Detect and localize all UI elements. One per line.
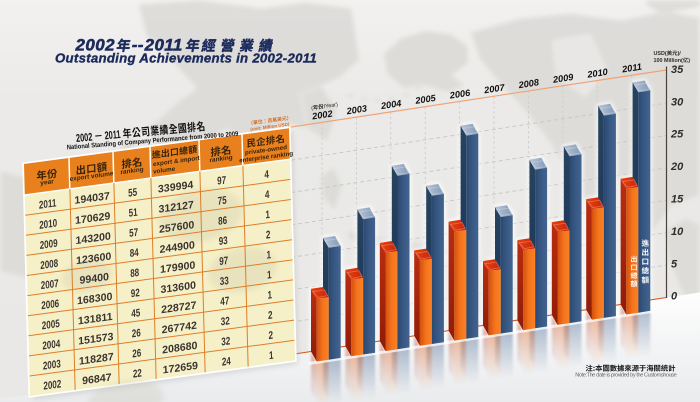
svg-text:2002: 2002: [43, 378, 61, 393]
svg-text:339994: 339994: [158, 179, 194, 196]
svg-text:2: 2: [268, 329, 273, 342]
svg-text:year: year: [40, 178, 54, 187]
svg-text:)/: )/: [678, 51, 682, 57]
svg-text:97: 97: [217, 174, 226, 188]
svg-text:26: 26: [132, 327, 142, 341]
svg-text:1: 1: [267, 269, 272, 282]
svg-text:24: 24: [222, 355, 232, 369]
svg-text:143200: 143200: [75, 230, 111, 247]
svg-text:194037: 194037: [74, 190, 110, 207]
svg-text:313600: 313600: [160, 279, 196, 296]
svg-text:2010: 2010: [39, 217, 57, 232]
svg-text:--: --: [132, 36, 144, 55]
svg-text:10: 10: [671, 226, 684, 238]
svg-text:5: 5: [671, 258, 678, 270]
svg-text:2011: 2011: [620, 62, 642, 75]
svg-text:257600: 257600: [159, 219, 195, 236]
svg-text:92: 92: [131, 287, 140, 301]
svg-text:168300: 168300: [77, 291, 113, 308]
svg-text:2004: 2004: [379, 98, 402, 111]
svg-text:57: 57: [129, 227, 138, 241]
svg-text:(unit: Million USD): (unit: Million USD): [250, 122, 290, 132]
svg-text:20: 20: [670, 161, 684, 173]
svg-text:312127: 312127: [158, 199, 194, 216]
svg-text:179900: 179900: [160, 259, 196, 276]
svg-text:/Year): /Year): [323, 102, 338, 110]
svg-text:2005: 2005: [42, 318, 61, 333]
svg-text:32: 32: [221, 335, 230, 349]
svg-text:151573: 151573: [78, 331, 114, 348]
svg-text:96847: 96847: [82, 372, 112, 388]
svg-text:1: 1: [267, 289, 272, 302]
svg-text:2002: 2002: [75, 36, 116, 55]
svg-text:26: 26: [132, 347, 142, 361]
svg-text:2005: 2005: [414, 93, 438, 106]
svg-text:2011: 2011: [39, 197, 57, 212]
svg-text:1: 1: [266, 249, 271, 262]
svg-text:Note:The date is provided by t: Note:The date is provided by the Customs…: [575, 373, 677, 379]
svg-text:2002: 2002: [311, 108, 335, 121]
svg-text:ranking: ranking: [209, 154, 232, 164]
svg-text:2007: 2007: [483, 82, 507, 95]
svg-text:75: 75: [218, 194, 228, 208]
svg-text:2009: 2009: [551, 72, 575, 85]
svg-text:131811: 131811: [78, 311, 113, 328]
svg-text:2: 2: [268, 309, 273, 322]
svg-text:88: 88: [130, 267, 140, 281]
svg-text:4: 4: [265, 189, 270, 202]
svg-text:30: 30: [671, 96, 684, 108]
svg-text:35: 35: [671, 64, 684, 76]
svg-text:244900: 244900: [159, 239, 195, 256]
svg-text:118287: 118287: [79, 351, 114, 368]
svg-text:2003: 2003: [43, 358, 62, 373]
svg-text:2010: 2010: [586, 67, 610, 80]
svg-text:99400: 99400: [79, 271, 109, 287]
svg-text:45: 45: [131, 307, 141, 321]
svg-text:86: 86: [218, 214, 228, 228]
svg-text:22: 22: [133, 367, 142, 381]
svg-text:(: (: [311, 106, 314, 112]
svg-text:2008: 2008: [40, 257, 59, 272]
svg-text:4: 4: [264, 169, 269, 182]
svg-text:USD(: USD(: [654, 51, 667, 57]
svg-text:2008: 2008: [517, 77, 541, 90]
svg-text:55: 55: [128, 186, 138, 200]
svg-text:267742: 267742: [161, 320, 197, 337]
svg-text:228727: 228727: [161, 300, 197, 317]
svg-text:172659: 172659: [163, 360, 199, 377]
svg-text:208680: 208680: [162, 340, 198, 357]
svg-text:1: 1: [265, 209, 270, 222]
svg-text:2002: 2002: [76, 131, 93, 145]
svg-text:Outstanding Achievements in 20: Outstanding Achievements in 2002-2011: [55, 51, 317, 66]
svg-text:84: 84: [130, 247, 140, 261]
svg-text:170629: 170629: [75, 210, 111, 227]
svg-text:1: 1: [269, 349, 274, 362]
svg-text:2004: 2004: [42, 338, 61, 353]
svg-text:25: 25: [670, 129, 684, 141]
svg-text:ranking: ranking: [120, 166, 143, 176]
svg-text:2006: 2006: [41, 298, 60, 313]
svg-text:100 Million(: 100 Million(: [654, 58, 684, 64]
svg-text:2007: 2007: [41, 278, 59, 293]
svg-text:33: 33: [220, 275, 230, 289]
svg-text:123600: 123600: [76, 251, 112, 268]
svg-text:93: 93: [219, 235, 229, 249]
svg-text:): ): [688, 58, 690, 64]
svg-text:51: 51: [129, 206, 139, 220]
svg-text:15: 15: [671, 194, 684, 206]
svg-text:0: 0: [671, 291, 678, 303]
svg-text:2003: 2003: [345, 103, 368, 116]
svg-text:2009: 2009: [40, 237, 59, 252]
svg-text:32: 32: [221, 315, 230, 329]
svg-text:2011: 2011: [104, 128, 122, 143]
svg-text:97: 97: [219, 255, 228, 269]
svg-text:2: 2: [266, 229, 271, 242]
svg-text:volume: volume: [153, 166, 176, 176]
svg-text:2011: 2011: [144, 36, 183, 55]
svg-text:47: 47: [220, 295, 229, 309]
svg-text:2006: 2006: [448, 88, 472, 101]
